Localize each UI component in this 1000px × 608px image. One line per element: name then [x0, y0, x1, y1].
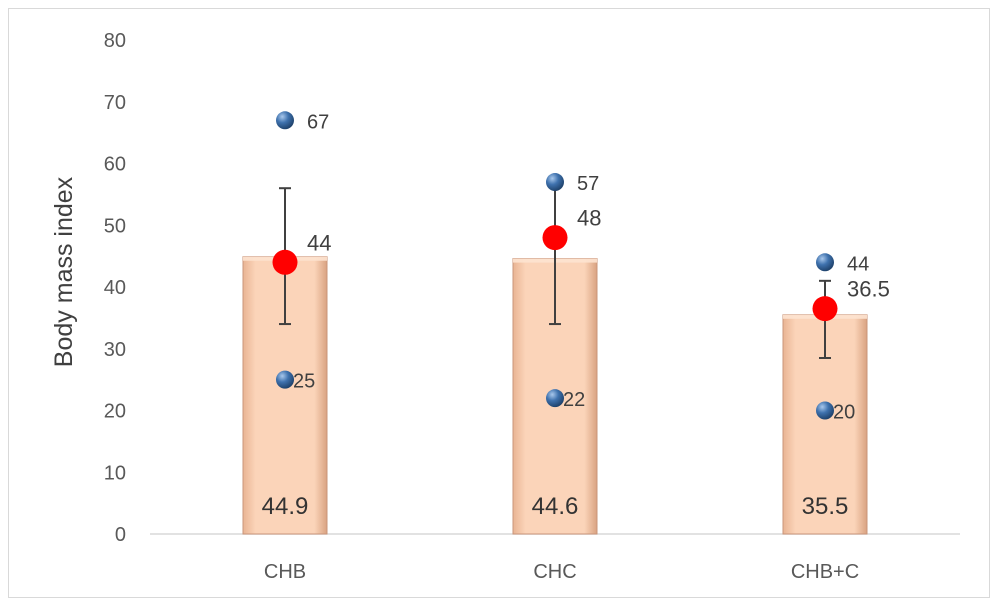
mean-point-label: 48 [577, 206, 601, 231]
bar-value-label: 44.6 [532, 493, 579, 520]
mean-point [812, 296, 838, 322]
max-point [276, 111, 294, 130]
x-tick-label: CHB [264, 561, 306, 583]
x-axis-ticks: CHB CHC CHB+C [264, 561, 859, 583]
y-tick-label: 60 [104, 154, 126, 176]
max-point-label: 44 [847, 253, 869, 275]
y-axis-label: Body mass index [50, 176, 78, 367]
min-point-label: 20 [833, 402, 855, 424]
max-point [546, 173, 564, 192]
max-point [816, 253, 834, 272]
y-tick-label: 50 [104, 215, 126, 237]
y-axis-ticks: 0 10 20 30 40 50 60 70 80 [104, 30, 126, 546]
y-tick-label: 40 [104, 277, 126, 299]
max-point-label: 67 [307, 111, 329, 133]
min-point-label: 25 [293, 371, 315, 393]
mean-point-label: 44 [307, 230, 331, 255]
x-tick-label: CHB+C [791, 561, 859, 583]
x-tick-label: CHC [533, 561, 576, 583]
mean-point [542, 225, 568, 251]
y-tick-label: 20 [104, 401, 126, 423]
min-point [546, 389, 564, 408]
min-point-label: 22 [563, 389, 585, 411]
y-tick-label: 10 [104, 462, 126, 484]
y-tick-label: 80 [104, 30, 126, 52]
bar-value-label: 44.9 [262, 493, 309, 520]
mean-point-label: 36.5 [847, 277, 890, 302]
y-tick-label: 70 [104, 92, 126, 114]
max-point-label: 57 [577, 173, 599, 195]
mean-point [272, 249, 298, 275]
min-point [276, 370, 294, 389]
min-point [816, 401, 834, 420]
bar-value-label: 35.5 [802, 493, 849, 520]
points-layer: 67 57 44 25 22 20 44 48 36.5 [272, 111, 890, 424]
y-tick-label: 30 [104, 339, 126, 361]
y-tick-label: 0 [115, 524, 126, 546]
